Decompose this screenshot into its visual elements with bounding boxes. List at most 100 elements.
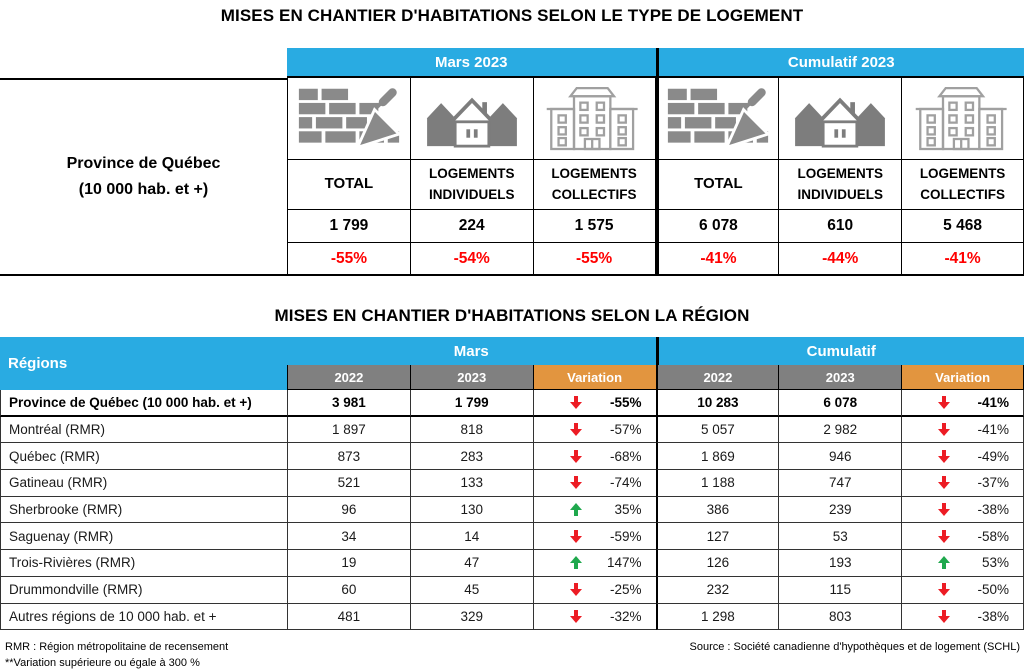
mars-2022-value: 96: [287, 496, 410, 524]
variation-arrow-icon: [569, 556, 582, 570]
table1-variation: -55%: [532, 243, 656, 276]
cumul-2023-value: 2 982: [778, 416, 902, 444]
mars-2022-value: 521: [287, 470, 410, 497]
variation-pct: -55%: [609, 394, 642, 410]
mars-2022-value: 19: [287, 550, 410, 577]
table2-title: MISES EN CHANTIER D'HABITATIONS SELON LA…: [274, 306, 750, 325]
cumul-2023-value: 946: [778, 443, 902, 471]
variation-pct: 35%: [614, 502, 642, 518]
subheader-2022: 2022: [655, 365, 779, 390]
variation-pct: -49%: [977, 448, 1009, 464]
cumul-2022-value: 232: [655, 576, 779, 604]
region-name: Sherbrooke (RMR): [0, 496, 287, 524]
cumul-2023-value: 6 078: [778, 390, 902, 417]
house-icon: [424, 90, 520, 148]
table1-value: 1 575: [532, 210, 656, 243]
cumul-variation-cell: -41%: [901, 390, 1024, 417]
cumul-2022-value: 5 057: [655, 416, 779, 444]
region-name: Québec (RMR): [0, 443, 287, 471]
variation-pct: -50%: [977, 582, 1009, 598]
table1-value: 610: [778, 210, 902, 243]
table1-colname-collectifs: LOGEMENTS COLLECTIFS: [532, 160, 656, 210]
subheader-variation: Variation: [901, 365, 1024, 390]
variation-pct: -59%: [609, 528, 642, 544]
region-name: Gatineau (RMR): [0, 470, 287, 497]
table1-variation: -41%: [901, 243, 1024, 276]
variation-arrow-icon: [569, 395, 582, 409]
mars-2022-value: 3 981: [287, 390, 410, 417]
footnote-source: Source : Société canadienne d'hypothèque…: [689, 641, 1020, 653]
region-name: Montréal (RMR): [0, 416, 287, 444]
subheader-variation: Variation: [532, 365, 656, 390]
cumul-2023-value: 53: [778, 523, 902, 551]
table1-variation: -54%: [409, 243, 533, 276]
variation-pct: -68%: [609, 448, 642, 464]
cumul-2023-value: 193: [778, 550, 902, 577]
regions-column-header: Régions: [0, 337, 287, 390]
mars-variation-cell: 35%: [532, 496, 656, 524]
cumul-variation-cell: 53%: [901, 550, 1024, 577]
table1-value: 224: [409, 210, 533, 243]
table1-icon-cell: [287, 78, 410, 160]
variation-arrow-icon: [569, 529, 582, 543]
cumul-2022-value: 127: [655, 523, 779, 551]
table1-variation: -55%: [287, 243, 410, 276]
subheader-2022: 2022: [287, 365, 410, 390]
building-icon: [913, 86, 1013, 151]
housing-starts-by-type-table: Mars 2023 Cumulatif 2023 Province de Qué…: [0, 48, 1024, 276]
table1-colname-total: TOTAL: [287, 160, 410, 210]
variation-arrow-icon: [938, 476, 951, 490]
mars-2023-value: 283: [409, 443, 533, 471]
mars-2022-value: 481: [287, 603, 410, 631]
cumul-variation-cell: -41%: [901, 416, 1024, 444]
variation-pct: -41%: [977, 422, 1009, 438]
mars-variation-cell: -25%: [532, 576, 656, 604]
table2-header-mars: Mars: [287, 337, 656, 365]
variation-pct: -25%: [609, 582, 642, 598]
variation-pct: -38%: [977, 608, 1009, 624]
house-icon: [792, 90, 888, 148]
region-name: Autres régions de 10 000 hab. et +: [0, 603, 287, 631]
table1-value: 1 799: [287, 210, 410, 243]
variation-arrow-icon: [938, 449, 951, 463]
table1-icon-cell: [532, 78, 656, 160]
mars-2023-value: 1 799: [409, 390, 533, 417]
table1-icon-cell: [901, 78, 1024, 160]
variation-pct: -57%: [609, 422, 642, 438]
table1-colname-collectifs: LOGEMENTS COLLECTIFS: [901, 160, 1024, 210]
variation-arrow-icon: [938, 423, 951, 437]
variation-arrow-icon: [569, 583, 582, 597]
mars-2022-value: 1 897: [287, 416, 410, 444]
mars-2022-value: 34: [287, 523, 410, 551]
region-name: Drummondville (RMR): [0, 576, 287, 604]
building-icon: [544, 86, 644, 151]
cumul-2022-value: 1 298: [655, 603, 779, 631]
cumul-variation-cell: -50%: [901, 576, 1024, 604]
region-name: Trois-Rivières (RMR): [0, 550, 287, 577]
footnote-variation: **Variation supérieure ou égale à 300 %: [5, 657, 200, 669]
mars-2023-value: 45: [409, 576, 533, 604]
variation-pct: -58%: [977, 528, 1009, 544]
mars-variation-cell: -59%: [532, 523, 656, 551]
table1-value: 6 078: [655, 210, 779, 243]
mars-2023-value: 130: [409, 496, 533, 524]
variation-arrow-icon: [569, 476, 582, 490]
footnote-rmr: RMR : Région métropolitaine de recenseme…: [5, 641, 229, 653]
variation-arrow-icon: [569, 609, 582, 623]
table1-icon-cell: [655, 78, 779, 160]
table1-blank-corner: [0, 48, 287, 78]
variation-pct: -38%: [977, 502, 1009, 518]
region-name: Saguenay (RMR): [0, 523, 287, 551]
variation-arrow-icon: [938, 395, 951, 409]
table1-colname-total: TOTAL: [655, 160, 779, 210]
variation-arrow-icon: [938, 556, 951, 570]
table1-variation: -44%: [778, 243, 902, 276]
variation-arrow-icon: [569, 503, 582, 517]
table1-header-mars-2023: Mars 2023: [287, 48, 656, 78]
mars-2022-value: 873: [287, 443, 410, 471]
cumul-2023-value: 747: [778, 470, 902, 497]
table1-colname-individuels: LOGEMENTS INDIVIDUELS: [778, 160, 902, 210]
mars-variation-cell: 147%: [532, 550, 656, 577]
variation-arrow-icon: [569, 423, 582, 437]
mars-2022-value: 60: [287, 576, 410, 604]
